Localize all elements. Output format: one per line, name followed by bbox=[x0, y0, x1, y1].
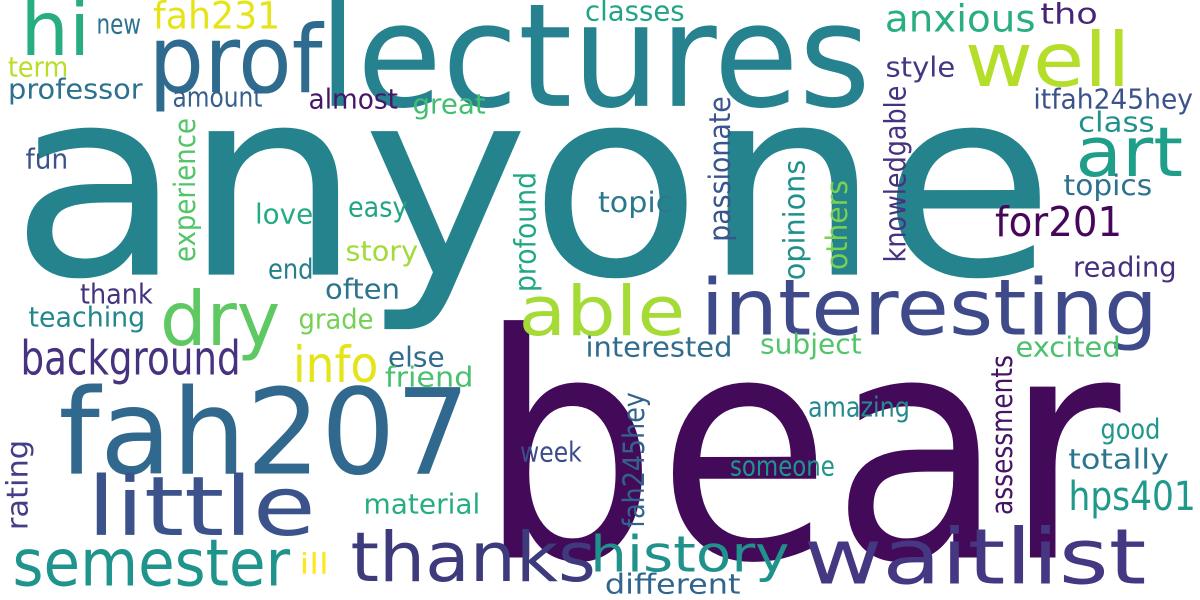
word-tho: tho bbox=[1040, 0, 1098, 32]
word-amazing: amazing bbox=[808, 392, 910, 424]
word-art: art bbox=[1074, 111, 1183, 192]
word-thanks: thanks bbox=[349, 517, 596, 598]
word-great: great bbox=[411, 89, 486, 121]
word-classes: classes bbox=[585, 0, 685, 28]
word-bear: bear bbox=[478, 267, 1121, 600]
word-lectures: lectures bbox=[318, 0, 871, 141]
word-prof: prof bbox=[148, 3, 323, 114]
word-anyone: anyone bbox=[9, 32, 1055, 338]
word-amount: amount bbox=[171, 82, 262, 114]
word-background: background bbox=[19, 331, 241, 387]
word-else: else bbox=[388, 342, 445, 374]
word-for201: for201 bbox=[994, 197, 1123, 246]
word-fah207: fah207 bbox=[57, 362, 470, 502]
word-well: well bbox=[964, 16, 1131, 104]
word-term: term bbox=[7, 52, 69, 84]
word-experience: experience bbox=[169, 118, 204, 262]
word-good: good bbox=[1100, 414, 1160, 446]
word-interesting: interesting bbox=[700, 264, 1158, 354]
word-fah245hey: fah245hey bbox=[618, 392, 653, 528]
word-passionate: passionate bbox=[704, 96, 738, 242]
word-style: style bbox=[885, 52, 955, 84]
word-fah231: fah231 bbox=[152, 0, 281, 39]
word-thank: thank bbox=[80, 279, 153, 311]
word-topics: topics bbox=[1063, 169, 1152, 203]
word-history: history bbox=[590, 526, 790, 584]
word-grade: grade bbox=[297, 304, 374, 336]
word-interested: interested bbox=[584, 332, 732, 364]
word-anxious: anxious bbox=[884, 0, 1036, 42]
word-someone: someone bbox=[729, 451, 835, 483]
word-end: end bbox=[267, 254, 314, 286]
word-rating: rating bbox=[1, 439, 36, 531]
word-others: others bbox=[821, 179, 856, 271]
word-profound: profound bbox=[509, 171, 544, 293]
word-different: different bbox=[604, 569, 741, 600]
word-friend: friend bbox=[384, 362, 474, 394]
word-waitlist: waitlist bbox=[803, 512, 1147, 600]
word-professor: professor bbox=[8, 74, 143, 106]
word-often: often bbox=[325, 274, 400, 306]
word-hi: hi bbox=[20, 0, 90, 74]
word-fun: fun bbox=[25, 144, 68, 176]
word-story: story bbox=[345, 236, 418, 268]
word-subject: subject bbox=[760, 329, 862, 361]
word-material: material bbox=[363, 489, 480, 521]
word-easy: easy bbox=[348, 192, 408, 224]
word-excited: excited bbox=[1014, 332, 1121, 364]
word-dry: dry bbox=[159, 276, 281, 364]
word-love: love bbox=[254, 199, 314, 231]
word-knowledgable: knowledgable bbox=[879, 85, 914, 262]
word-almost: almost bbox=[308, 84, 398, 116]
word-itfah245hey: itfah245hey bbox=[1032, 84, 1193, 116]
word-opinions: opinions bbox=[778, 159, 813, 281]
word-topic: topic bbox=[597, 186, 673, 220]
word-new: new bbox=[96, 9, 141, 41]
word-teaching: teaching bbox=[28, 302, 145, 334]
word-totally: totally bbox=[1067, 444, 1169, 476]
word-ill: ill bbox=[299, 549, 329, 582]
word-semester: semester bbox=[12, 526, 290, 600]
word-assessments: assessments bbox=[986, 355, 1021, 515]
word-class: class bbox=[1078, 107, 1155, 139]
word-little: little bbox=[86, 460, 316, 555]
word-reading: reading bbox=[1073, 252, 1177, 284]
word-hps401: hps401 bbox=[1068, 472, 1196, 520]
word-info: info bbox=[292, 336, 379, 394]
word-week: week bbox=[520, 437, 582, 469]
word-able: able bbox=[518, 271, 685, 352]
